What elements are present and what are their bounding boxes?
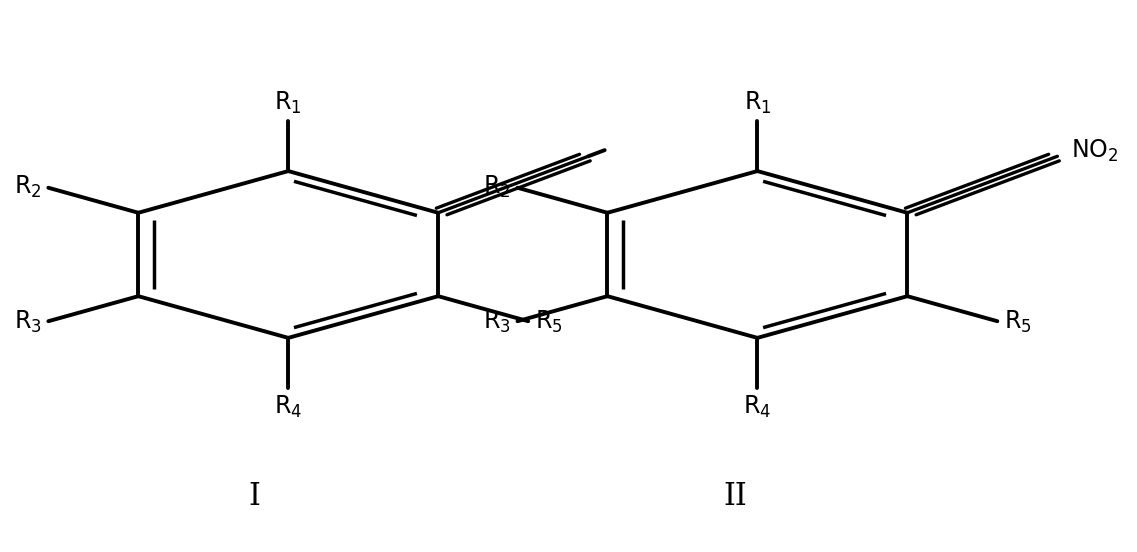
Text: R$_5$: R$_5$ bbox=[534, 309, 563, 336]
Text: R$_3$: R$_3$ bbox=[483, 309, 511, 336]
Text: NO$_2$: NO$_2$ bbox=[1071, 138, 1119, 164]
Text: R$_1$: R$_1$ bbox=[744, 89, 771, 115]
Text: I: I bbox=[249, 481, 260, 512]
Text: R$_5$: R$_5$ bbox=[1004, 309, 1031, 336]
Text: R$_3$: R$_3$ bbox=[14, 309, 42, 336]
Text: R$_2$: R$_2$ bbox=[483, 173, 511, 200]
Text: R$_2$: R$_2$ bbox=[14, 173, 42, 200]
Text: R$_4$: R$_4$ bbox=[274, 394, 302, 420]
Text: R$_4$: R$_4$ bbox=[744, 394, 772, 420]
Text: R$_1$: R$_1$ bbox=[274, 89, 302, 115]
Text: II: II bbox=[723, 481, 747, 512]
